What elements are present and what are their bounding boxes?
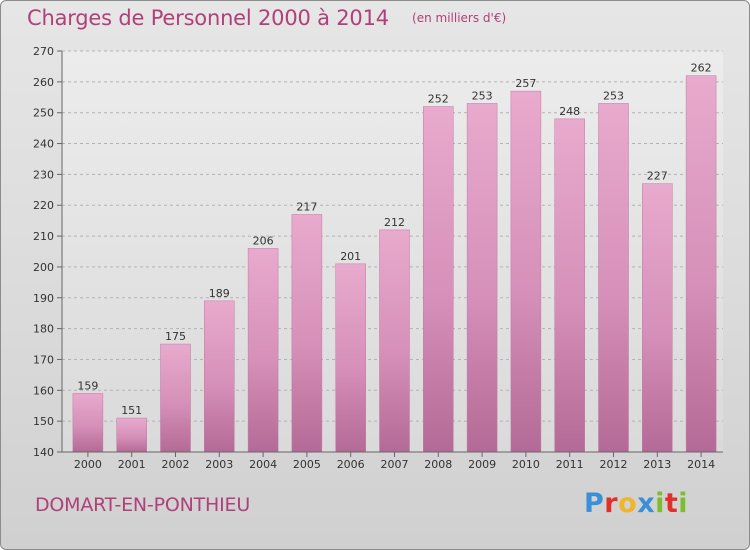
x-tick-label: 2008 (424, 458, 452, 471)
bar-value-label: 262 (691, 62, 712, 75)
y-tick-label: 210 (33, 230, 54, 243)
bar (116, 417, 147, 453)
bar-value-label: 175 (165, 330, 186, 343)
x-tick-label: 2002 (162, 458, 190, 471)
y-tick-label: 170 (33, 353, 54, 366)
title-row: Charges de Personnel 2000 à 2014 (en mil… (27, 6, 506, 30)
bar (423, 106, 454, 453)
x-tick-label: 2000 (74, 458, 102, 471)
x-tick-label: 2005 (293, 458, 321, 471)
x-tick-label: 2009 (468, 458, 496, 471)
bar-value-label: 253 (472, 89, 493, 102)
x-tick-label: 2006 (337, 458, 365, 471)
brand-logo: Proxiti (584, 488, 688, 519)
bar-value-label: 257 (515, 77, 536, 90)
bar-value-label: 159 (77, 379, 98, 392)
y-tick-label: 140 (33, 446, 54, 459)
brand-letter: i (678, 488, 689, 519)
x-tick-label: 2007 (381, 458, 409, 471)
bar-value-label: 252 (428, 93, 449, 106)
bar-value-label: 151 (121, 404, 142, 417)
brand-letter: r (604, 488, 619, 519)
bar-value-label: 189 (209, 287, 230, 300)
x-tick-label: 2010 (512, 458, 540, 471)
bar (335, 263, 366, 453)
y-tick-label: 230 (33, 168, 54, 181)
bar-value-label: 206 (253, 234, 274, 247)
x-tick-label: 2001 (118, 458, 146, 471)
bar-value-label: 253 (603, 89, 624, 102)
bar (247, 248, 279, 453)
bar (204, 300, 235, 453)
brand-letter: x (637, 488, 656, 519)
bar (554, 118, 585, 453)
bar-value-label: 201 (340, 250, 361, 263)
y-tick-label: 150 (33, 415, 54, 428)
bar (160, 343, 191, 453)
bar (685, 75, 717, 453)
x-tick-label: 2011 (556, 458, 584, 471)
bar (466, 103, 498, 453)
brand-letter: P (584, 488, 605, 519)
bar-value-label: 227 (647, 170, 668, 183)
brand-letter: i (655, 488, 665, 519)
brand-letter: t (664, 488, 679, 519)
y-tick-label: 190 (33, 292, 54, 305)
chart-subtitle: (en milliers d'€) (412, 11, 507, 25)
y-tick-label: 160 (33, 384, 54, 397)
commune-name: DOMART-EN-PONTHIEU (35, 494, 251, 516)
x-tick-label: 2003 (205, 458, 233, 471)
x-tick-label: 2004 (249, 458, 277, 471)
bar-value-label: 217 (296, 200, 317, 213)
y-tick-label: 200 (33, 261, 54, 274)
bar (642, 183, 673, 453)
x-tick-label: 2012 (600, 458, 628, 471)
y-tick-label: 260 (33, 76, 54, 89)
y-tick-label: 180 (33, 323, 54, 336)
chart-title: Charges de Personnel 2000 à 2014 (27, 6, 389, 30)
brand-letter: o (618, 488, 638, 519)
bar-value-label: 212 (384, 216, 405, 229)
bar-value-label: 248 (559, 105, 580, 118)
y-tick-label: 220 (33, 199, 54, 212)
bar (598, 103, 629, 453)
x-tick-label: 2014 (687, 458, 715, 471)
x-tick-label: 2013 (643, 458, 671, 471)
y-tick-label: 250 (33, 107, 54, 120)
bar (291, 214, 323, 453)
bar (72, 393, 104, 453)
bar (510, 90, 542, 453)
y-tick-label: 270 (33, 45, 54, 58)
y-tick-label: 240 (33, 138, 54, 151)
bar (379, 229, 410, 453)
